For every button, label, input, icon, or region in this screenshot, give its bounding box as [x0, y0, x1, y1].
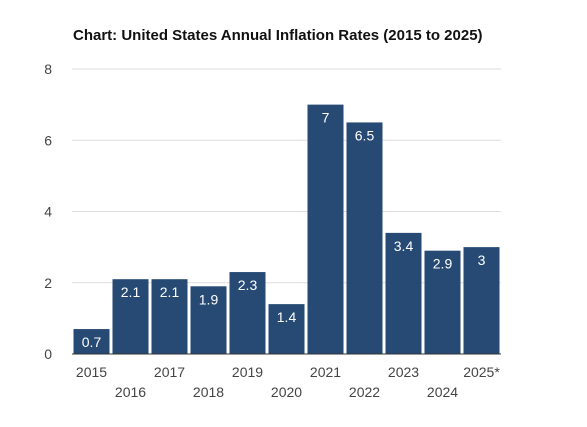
x-tick-label: 2023 [388, 364, 419, 380]
bar-value-label: 3 [478, 252, 486, 268]
bar [229, 272, 266, 354]
bar [463, 247, 500, 354]
bar [424, 250, 461, 354]
bar-value-label: 1.9 [199, 291, 219, 307]
bar [385, 232, 422, 354]
y-tick-label: 6 [44, 132, 52, 148]
bar-value-label: 3.4 [394, 238, 414, 254]
bar-value-label: 2.3 [238, 277, 258, 293]
bar [307, 104, 344, 354]
y-tick-label: 0 [44, 346, 52, 362]
x-tick-label: 2025* [463, 364, 500, 380]
bar-value-label: 2.1 [121, 284, 141, 300]
bar [346, 122, 383, 354]
x-tick-label: 2020 [271, 384, 302, 400]
bar [190, 286, 227, 354]
bar [151, 279, 188, 354]
bar-layer [73, 104, 500, 354]
x-tick-label: 2018 [193, 384, 224, 400]
bar-value-label: 2.9 [433, 256, 453, 272]
axis-layer: 0 2 4 6 8 2015 2016 2017 2018 2019 2020 2021 2022 202… [44, 61, 501, 400]
y-tick-label: 2 [44, 275, 52, 291]
bar-value-label: 2.1 [160, 284, 180, 300]
x-tick-label: 2019 [232, 364, 263, 380]
x-tick-label: 2017 [154, 364, 185, 380]
chart-title: Chart: United States Annual Inflation Ra… [73, 27, 483, 44]
bar-value-label: 1.4 [277, 309, 297, 325]
x-tick-label: 2016 [115, 384, 146, 400]
y-tick-label: 8 [44, 61, 52, 77]
bar-value-label: 7 [322, 110, 330, 126]
x-tick-label: 2022 [349, 384, 380, 400]
x-tick-label: 2024 [427, 384, 458, 400]
y-tick-label: 4 [44, 204, 52, 220]
label-layer: 0.7 2.1 2.1 1.9 2.3 1.4 7 6.5 3.4 2.9 3 [82, 110, 486, 350]
x-tick-label: 2021 [310, 364, 341, 380]
bar [112, 279, 149, 354]
bar [73, 329, 110, 354]
x-tick-label: 2015 [76, 364, 107, 380]
bar-value-label: 0.7 [82, 334, 102, 350]
bar [268, 304, 305, 354]
bar-value-label: 6.5 [355, 127, 375, 143]
